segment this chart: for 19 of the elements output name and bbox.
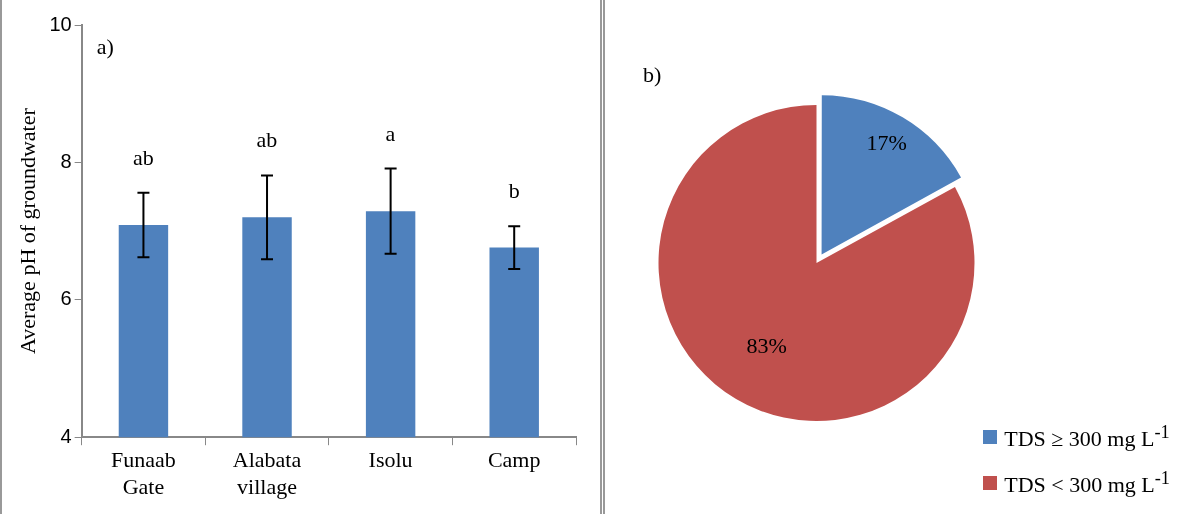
legend-label: TDS ≥ 300 mg L$^{-1}$ xyxy=(1004,421,1170,453)
y-axis-title: Average pH of groundwater xyxy=(14,107,40,354)
x-tick-label: Camp xyxy=(487,447,541,473)
annotation: ab xyxy=(256,127,278,154)
data-label: 17% xyxy=(866,130,907,156)
annotation: a xyxy=(385,120,396,147)
x-tick-label: Funaab Gate xyxy=(111,447,176,499)
annotation: b xyxy=(508,178,520,205)
data-label: 83% xyxy=(746,333,787,359)
y-tick-label: 10 xyxy=(49,12,72,35)
x-tick-label: Alabata village xyxy=(232,447,302,499)
y-tick-label: 4 xyxy=(60,424,72,447)
text: b) xyxy=(643,62,662,88)
y-tick-label: 8 xyxy=(60,149,72,172)
x-tick-label: Isolu xyxy=(368,447,413,473)
annotation: ab xyxy=(132,144,154,171)
legend-label: TDS < 300 mg L$^{-1}$ xyxy=(1004,467,1170,499)
y-tick-label: 6 xyxy=(60,287,72,310)
annotation: a) xyxy=(96,34,114,60)
